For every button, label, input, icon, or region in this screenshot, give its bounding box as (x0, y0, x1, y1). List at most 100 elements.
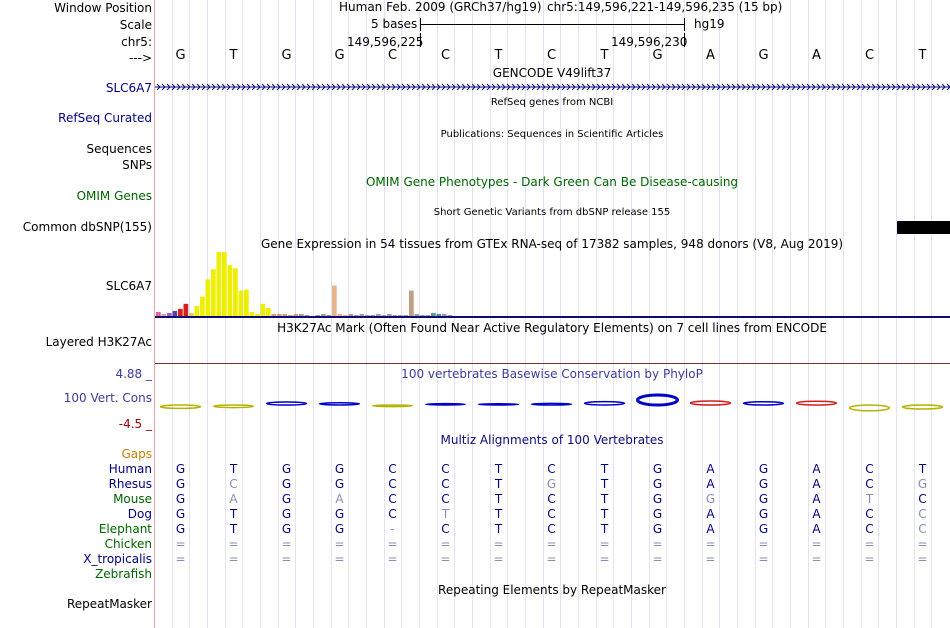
sequences-label[interactable]: Sequences (86, 142, 152, 156)
gridline (419, 0, 420, 628)
species-label[interactable]: Dog (127, 507, 152, 521)
alignment-base: G (175, 477, 186, 491)
strand-arrow (871, 83, 876, 91)
alignment-base: = (599, 537, 610, 551)
cons-logo-mark (530, 402, 573, 406)
gridline (543, 0, 544, 628)
gtex-bar (211, 269, 216, 316)
alignment-base: G (281, 477, 292, 491)
alignment-base: T (600, 507, 609, 521)
strand-arrow (501, 83, 506, 91)
species-label[interactable]: Rhesus (108, 477, 152, 491)
species-label[interactable]: X_tropicalis (83, 552, 152, 566)
strand-arrow (711, 83, 716, 91)
coord-left-tick (420, 33, 421, 47)
gridline (596, 0, 597, 628)
strand-arrow (741, 83, 746, 91)
cons-logo-mark (477, 403, 520, 406)
sequence-base: C (864, 48, 875, 63)
repeat-label[interactable]: RepeatMasker (66, 597, 152, 611)
dbsnp-variant-block[interactable] (897, 221, 950, 234)
alignment-base: G (758, 507, 769, 521)
omim-label[interactable]: OMIM Genes (76, 189, 152, 203)
strand-arrow (256, 83, 261, 91)
species-label[interactable]: Elephant (98, 522, 152, 536)
gridline (649, 0, 650, 628)
sequence-base: C (387, 48, 398, 63)
refseq-label[interactable]: RefSeq Curated (58, 111, 152, 125)
gtex-bar (436, 313, 442, 316)
strand-arrow (796, 83, 801, 91)
strand-arrow (731, 83, 736, 91)
gridline (454, 0, 455, 628)
strand-arrow (286, 83, 291, 91)
strand-arrow (646, 83, 651, 91)
dbsnp-label[interactable]: Common dbSNP(155) (22, 220, 152, 234)
strand-arrow (526, 83, 531, 91)
species-label[interactable]: Human (108, 462, 152, 476)
species-label[interactable]: Gaps (121, 447, 152, 461)
strand-arrow (606, 83, 611, 91)
strand-arrow (706, 83, 711, 91)
gencode-label[interactable]: SLC6A7 (105, 81, 152, 95)
coord-left: 149,596,225 (347, 35, 424, 49)
gtex-bar-chart[interactable] (0, 250, 950, 320)
alignment-base: A (335, 492, 344, 506)
strand-arrow (156, 83, 161, 91)
species-label[interactable]: Chicken (104, 537, 152, 551)
strand-arrow (361, 83, 366, 91)
sequence-base: T (918, 48, 927, 63)
gtex-label[interactable]: SLC6A7 (105, 279, 152, 293)
alignment-base: T (600, 462, 609, 476)
alignment-base: T (600, 522, 609, 536)
strand-arrow (406, 83, 411, 91)
strand-arrow (771, 83, 776, 91)
alignment-base: T (494, 477, 503, 491)
alignment-base: G (652, 492, 663, 506)
alignment-base: T (600, 492, 609, 506)
gridline (843, 0, 844, 628)
h3k27ac-label[interactable]: Layered H3K27Ac (45, 335, 152, 349)
strand-arrow (531, 83, 536, 91)
strand-arrow (726, 83, 731, 91)
strand-arrow (946, 83, 950, 91)
gtex-bar (282, 313, 288, 316)
strand-arrow (616, 83, 621, 91)
species-label[interactable]: Mouse (113, 492, 152, 506)
sequence-base: T (494, 48, 503, 63)
gtex-bar (266, 307, 271, 316)
cons-label[interactable]: 100 Vert. Cons (63, 391, 152, 405)
cons-logo-plot[interactable] (0, 388, 950, 428)
strand-arrow (566, 83, 571, 91)
alignment-base: = (758, 552, 769, 566)
cons-logo-mark (265, 401, 308, 406)
gencode-gene-body[interactable] (155, 80, 950, 94)
alignment-base: C (865, 507, 874, 521)
snps-label[interactable]: SNPs (122, 158, 152, 172)
alignment-base: G (652, 477, 663, 491)
strand-arrow (411, 83, 416, 91)
strand-arrow (481, 83, 486, 91)
species-label[interactable]: Zebrafish (95, 567, 152, 581)
strand-arrow (921, 83, 926, 91)
position-text[interactable]: chr5:149,596,221-149,596,235 (15 bp) (547, 0, 783, 14)
strand-arrow (241, 83, 246, 91)
strand-arrow (636, 83, 641, 91)
strand-arrow (496, 83, 501, 91)
gtex-bar (244, 289, 249, 316)
gridline (808, 0, 809, 628)
sequence-base: T (600, 48, 609, 63)
chrom-label: chr5: (121, 35, 152, 49)
strand-arrow (301, 83, 306, 91)
cons-max-label: 4.88 _ (115, 367, 152, 381)
alignment-base: C (441, 462, 450, 476)
alignment-base: C (865, 477, 874, 491)
alignment-base: T (494, 507, 503, 521)
alignment-base: G (175, 492, 186, 506)
alignment-base: A (812, 522, 821, 536)
cons-title: 100 vertebrates Basewise Conservation by… (401, 367, 703, 381)
strand-arrow (461, 83, 466, 91)
strand-arrow (721, 83, 726, 91)
alignment-base: A (706, 477, 715, 491)
